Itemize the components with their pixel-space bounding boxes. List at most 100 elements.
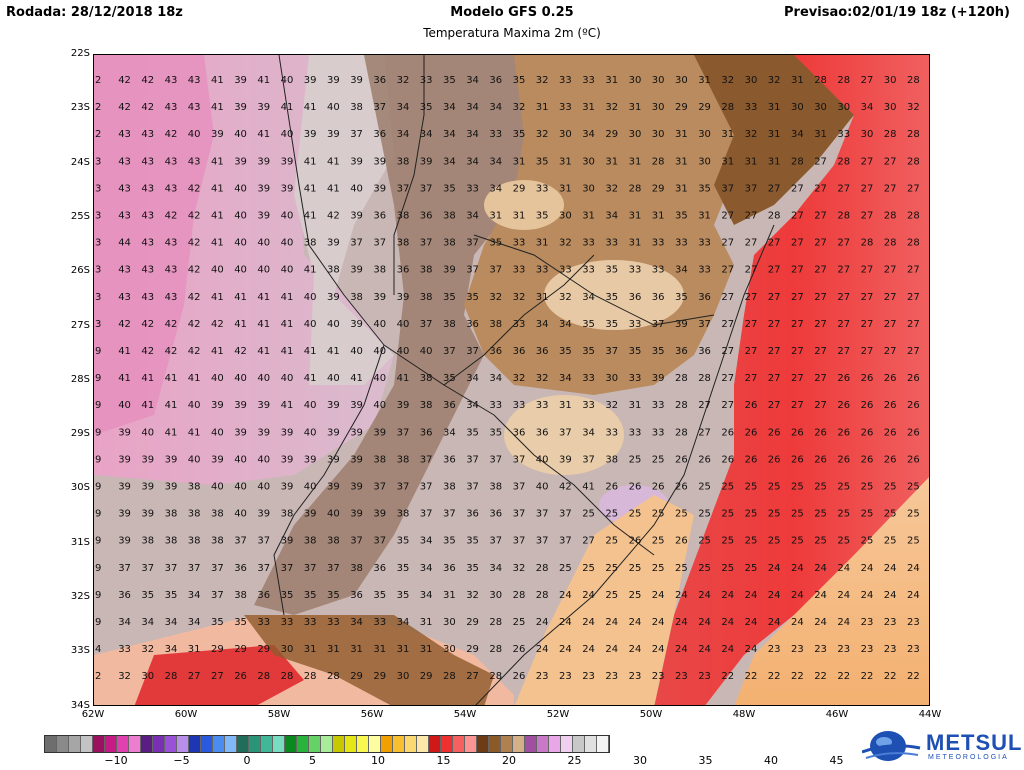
grid-value: 37 <box>513 454 526 465</box>
grid-value: 31 <box>443 590 456 601</box>
grid-value: 25 <box>907 536 920 547</box>
grid-value: 41 <box>211 183 224 194</box>
grid-value: 29 <box>234 644 247 655</box>
grid-value: 31 <box>304 644 317 655</box>
grid-value: 37 <box>559 536 572 547</box>
grid-value: 34 <box>791 129 804 140</box>
grid-value: 26 <box>837 400 850 411</box>
grid-value: 23 <box>698 671 711 682</box>
grid-value: 37 <box>559 509 572 520</box>
grid-value: 37 <box>188 563 201 574</box>
grid-value: 33 <box>745 102 758 113</box>
grid-value: 41 <box>257 346 270 357</box>
grid-value: 33 <box>629 265 642 276</box>
grid-value: 24 <box>745 590 758 601</box>
grid-value: 26 <box>629 536 642 547</box>
grid-value: 37 <box>466 265 479 276</box>
grid-value: 37 <box>373 102 386 113</box>
longitude-label: 56W <box>360 709 384 720</box>
grid-value: 37 <box>397 183 410 194</box>
grid-value: 34 <box>466 102 479 113</box>
grid-value: 29 <box>652 183 665 194</box>
grid-value: 25 <box>605 509 618 520</box>
grid-value: 27 <box>814 156 827 167</box>
grid-value: 24 <box>559 644 572 655</box>
colorbar-swatch <box>489 736 501 752</box>
grid-value: 38 <box>211 509 224 520</box>
latitude-label: 30S <box>70 482 90 494</box>
grid-value: 43 <box>188 75 201 86</box>
grid-value: 24 <box>768 590 781 601</box>
grid-value: 36 <box>489 346 502 357</box>
grid-value: 26 <box>675 536 688 547</box>
grid-value: 32 <box>745 129 758 140</box>
grid-value: 41 <box>327 346 340 357</box>
grid-value: 26 <box>907 373 920 384</box>
latitude-label: 28S <box>70 373 90 385</box>
grid-value: 39 <box>234 400 247 411</box>
grid-value: 27 <box>884 292 897 303</box>
grid-value: 23 <box>814 644 827 655</box>
grid-value: 32 <box>605 400 618 411</box>
grid-value: 31 <box>420 617 433 628</box>
grid-value: 39 <box>652 373 665 384</box>
grid-value: 28 <box>489 671 502 682</box>
grid-value: 28 <box>304 671 317 682</box>
grid-value: 30 <box>443 644 456 655</box>
grid-value: 40 <box>281 373 294 384</box>
grid-value: 41 <box>304 156 317 167</box>
grid-value: 24 <box>605 644 618 655</box>
grid-value: 35 <box>443 373 456 384</box>
grid-value: 39 <box>141 509 154 520</box>
grid-value: 43 <box>165 292 178 303</box>
grid-value: 26 <box>791 454 804 465</box>
grid-value: 27 <box>698 427 711 438</box>
grid-value: 37 <box>397 427 410 438</box>
grid-value: 32 <box>768 75 781 86</box>
grid-value: 38 <box>188 509 201 520</box>
grid-value: 34 <box>582 427 595 438</box>
grid-value: 24 <box>745 644 758 655</box>
grid-value: 24 <box>791 563 804 574</box>
grid-value: 34 <box>397 102 410 113</box>
grid-value: 34 <box>861 102 874 113</box>
grid-value: 25 <box>837 509 850 520</box>
grid-value: 43 <box>165 183 178 194</box>
grid-value: 38 <box>443 482 456 493</box>
colorbar-swatch <box>453 736 465 752</box>
grid-value: 27 <box>791 183 804 194</box>
grid-value: 27 <box>791 373 804 384</box>
grid-value: 35 <box>327 590 340 601</box>
grid-value: 39 <box>211 129 224 140</box>
grid-value: 26 <box>652 482 665 493</box>
grid-value: 35 <box>420 102 433 113</box>
grid-value: 32 <box>489 292 502 303</box>
grid-value: 43 <box>141 238 154 249</box>
grid-value: 35 <box>466 292 479 303</box>
grid-value: 30 <box>443 617 456 628</box>
grid-value: 27 <box>791 346 804 357</box>
grid-value: 27 <box>721 373 734 384</box>
grid-value: 24 <box>837 590 850 601</box>
grid-value: 27 <box>768 373 781 384</box>
grid-value: 24 <box>814 617 827 628</box>
grid-value: 26 <box>861 427 874 438</box>
grid-value: 24 <box>837 563 850 574</box>
grid-value: 27 <box>721 265 734 276</box>
grid-value: 27 <box>861 156 874 167</box>
grid-value: 24 <box>582 590 595 601</box>
grid-value: 27 <box>907 183 920 194</box>
grid-value: 23 <box>675 671 688 682</box>
grid-value: 34 <box>443 427 456 438</box>
grid-value: 27 <box>814 238 827 249</box>
grid-value: 29 <box>675 102 688 113</box>
grid-value: 28 <box>675 400 688 411</box>
grid-value: 23 <box>791 644 804 655</box>
grid-value: 25 <box>745 482 758 493</box>
grid-value: 25 <box>791 482 804 493</box>
grid-value: 42 <box>188 211 201 222</box>
grid-value: 27 <box>861 346 874 357</box>
grid-value: 2 <box>95 671 101 682</box>
grid-value: 40 <box>373 346 386 357</box>
longitude-label: 60W <box>174 709 198 720</box>
